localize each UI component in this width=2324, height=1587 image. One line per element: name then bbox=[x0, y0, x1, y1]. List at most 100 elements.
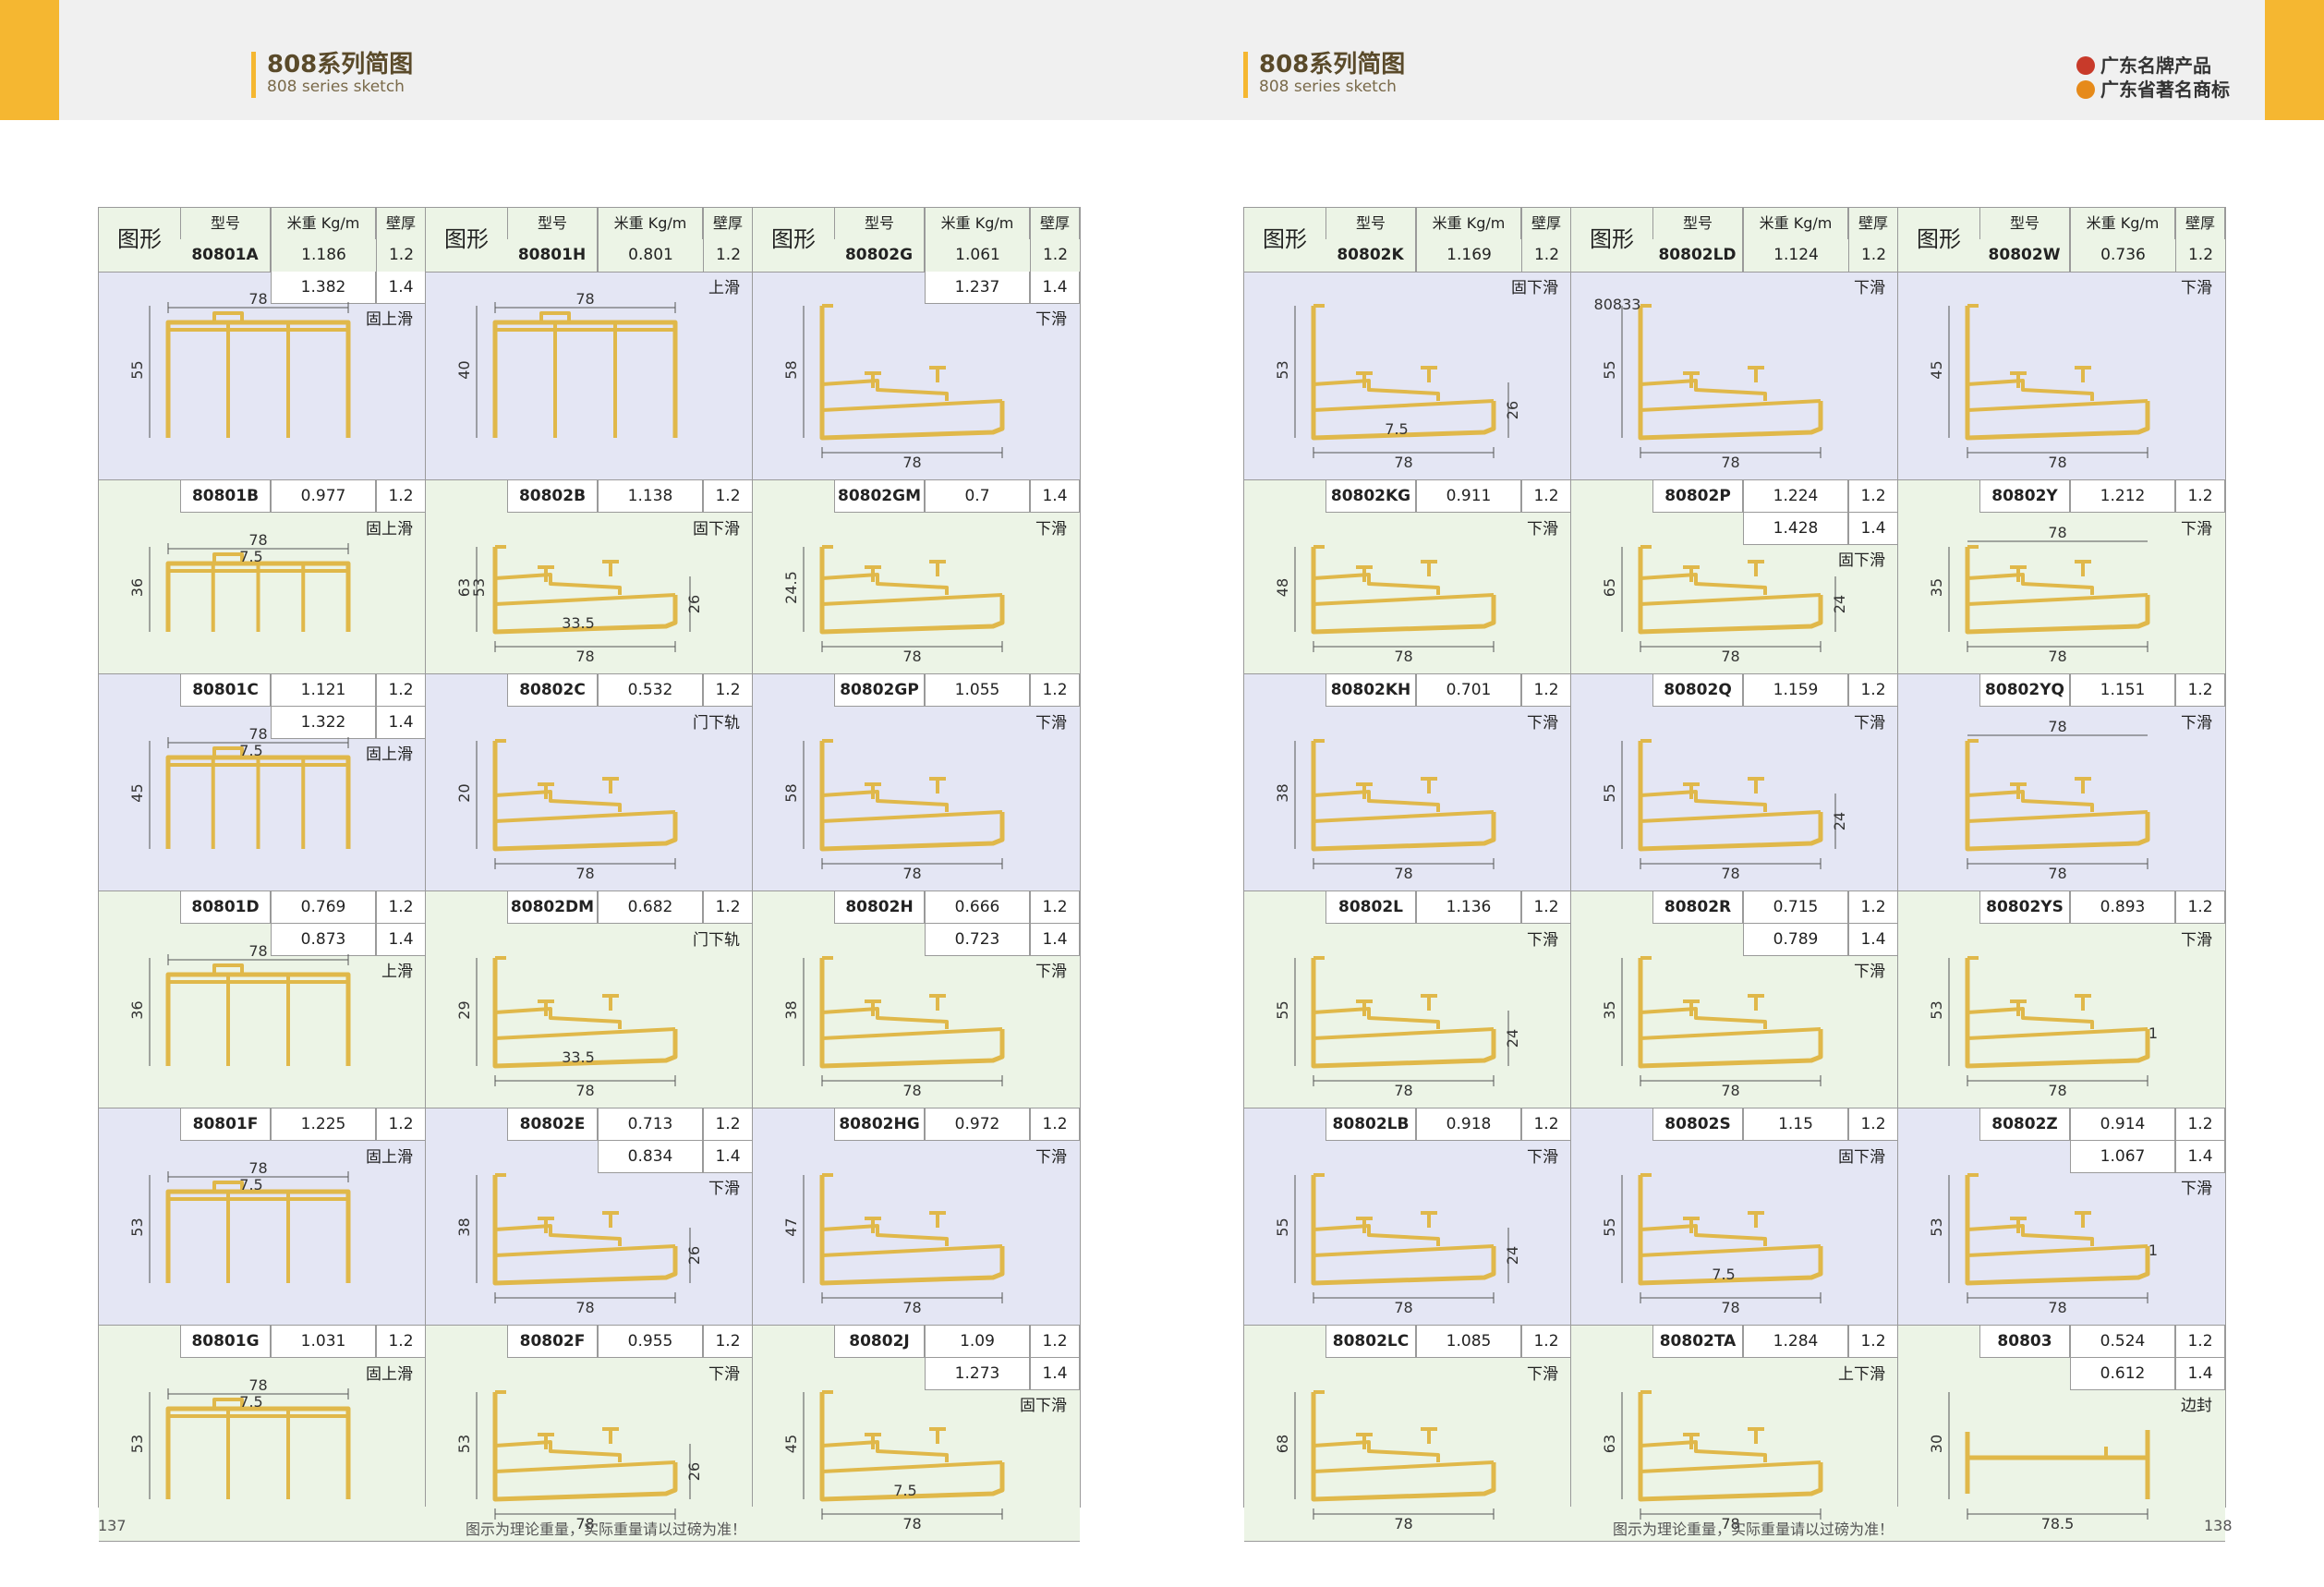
dimension-label: 45 bbox=[782, 1435, 800, 1453]
profile-type-label: 固上滑 bbox=[366, 1365, 413, 1384]
profile-type-label: 下滑 bbox=[1854, 714, 1885, 733]
thickness-value: 1.2 bbox=[1848, 480, 1898, 513]
dimension-label: 78 bbox=[1721, 1515, 1739, 1532]
profile-sketch: 78 38 bbox=[1274, 739, 1496, 882]
dimension-label: 78 bbox=[2048, 718, 2066, 735]
profile-cell: 80802LB 0.918 1.2 下滑 78 55 24 bbox=[1244, 1108, 1571, 1326]
thickness-value: 1.4 bbox=[1030, 480, 1080, 513]
model-number: 80802HG bbox=[834, 1108, 925, 1141]
profile-outline bbox=[492, 741, 678, 852]
dimension-label: 30 bbox=[1928, 1435, 1945, 1453]
profile-cell: 80802J 1.09 1.2 1.273 1.4 固下滑 78 45 7.5 bbox=[753, 1326, 1080, 1542]
profile-step bbox=[821, 790, 949, 812]
dimension-label: 26 bbox=[685, 595, 703, 613]
header-label: 型号 bbox=[1652, 208, 1743, 240]
dimension-label: 53 bbox=[128, 1218, 146, 1236]
weight-value: 0.666 bbox=[925, 891, 1030, 924]
thickness-value: 1.2 bbox=[376, 239, 426, 272]
brand-line-2: 广东省著名商标 bbox=[2076, 78, 2238, 102]
dimension-label: 78 bbox=[1394, 1299, 1412, 1316]
thickness-value: 1.2 bbox=[703, 891, 753, 924]
profile-step bbox=[1640, 1007, 1767, 1029]
weight-value: 1.136 bbox=[1416, 891, 1521, 924]
thickness-value: 1.2 bbox=[2175, 674, 2225, 707]
dimension-label: 29 bbox=[455, 1000, 473, 1019]
weight-value: 0.736 bbox=[2070, 239, 2175, 272]
profile-sill bbox=[1967, 593, 2148, 606]
weight-value: 0.914 bbox=[2070, 1108, 2175, 1141]
profile-type-label: 门下轨 bbox=[693, 931, 740, 950]
dimension-label: 20 bbox=[455, 783, 473, 802]
profile-sketch: 78 53 1 bbox=[1928, 956, 2158, 1099]
profile-sketch: 78 55 24 bbox=[1274, 956, 1521, 1099]
model-number: 80802H bbox=[834, 891, 925, 924]
dimension-label: 80833 bbox=[1594, 296, 1641, 313]
weight-value: 1.09 bbox=[925, 1326, 1030, 1358]
profile-outline bbox=[1638, 958, 1823, 1069]
dimension-label: 55 bbox=[1274, 1000, 1291, 1019]
profile-sketch: 78 45 7.5 bbox=[782, 1390, 1005, 1532]
brand-badges: 广东名牌产品 广东省著名商标 bbox=[2076, 54, 2238, 102]
top-band bbox=[0, 0, 2324, 120]
profile-type-label: 下滑 bbox=[1527, 714, 1558, 733]
weight-value: 0.612 bbox=[2070, 1358, 2175, 1390]
profile-sketch: 78 58 bbox=[782, 304, 1005, 471]
profile-type-label: 边封 bbox=[2181, 1397, 2212, 1415]
profile-sill bbox=[1967, 1027, 2148, 1040]
dimension-label: 38 bbox=[1274, 783, 1291, 802]
weight-value: 0.955 bbox=[598, 1326, 703, 1358]
profile-sketch: 78 36 bbox=[128, 942, 351, 1066]
profile-cell: 图形 型号 米重 Kg/m 壁厚 80802K 1.169 1.2 固下滑 78 53 26 7.5 bbox=[1244, 208, 1571, 480]
weight-value: 0.972 bbox=[925, 1108, 1030, 1141]
profile-sill bbox=[1967, 399, 2148, 412]
brand-seal-icon bbox=[2076, 56, 2095, 75]
dimension-label: 53 bbox=[128, 1435, 146, 1453]
profile-sill bbox=[1967, 810, 2148, 823]
weight-value: 1.061 bbox=[925, 239, 1030, 272]
thickness-value: 1.2 bbox=[1521, 674, 1571, 707]
model-number: 80801C bbox=[180, 674, 271, 707]
profile-outline bbox=[165, 1189, 351, 1283]
profile-outline bbox=[1965, 958, 2150, 1069]
profile-cell: 80802C 0.532 1.2 门下轨 78 20 bbox=[426, 674, 753, 891]
dimension-label: 36 bbox=[128, 578, 146, 597]
profile-step bbox=[1313, 573, 1440, 595]
profile-sketch: 78 35 78 bbox=[1928, 524, 2150, 665]
profile-outline bbox=[1965, 547, 2150, 635]
dimension-label: 78.5 bbox=[2041, 1515, 2075, 1532]
thickness-value: 1.2 bbox=[1030, 674, 1080, 707]
dimension-label: 78 bbox=[902, 454, 921, 471]
profile-outline bbox=[1311, 958, 1496, 1069]
header-label: 型号 bbox=[834, 208, 925, 240]
column-divider bbox=[1570, 208, 1571, 1507]
weight-value: 1.151 bbox=[2070, 674, 2175, 707]
profile-sketch: 78 55 24 bbox=[1274, 1173, 1521, 1316]
thickness-value: 1.2 bbox=[2175, 891, 2225, 924]
thickness-value: 1.2 bbox=[1030, 1108, 1080, 1141]
profile-outline bbox=[1965, 741, 2150, 852]
profile-cell: 80802H 0.666 1.2 0.723 1.4 下滑 78 38 bbox=[753, 891, 1080, 1108]
weight-value: 1.121 bbox=[271, 674, 376, 707]
dimension-label: 24 bbox=[1504, 1246, 1521, 1265]
profile-cell: 80802E 0.713 1.2 0.834 1.4 下滑 78 38 26 bbox=[426, 1108, 753, 1326]
profile-type-label: 固上滑 bbox=[366, 745, 413, 764]
profile-sketch: 78 40 bbox=[455, 290, 678, 438]
profile-type-label: 下滑 bbox=[1527, 931, 1558, 950]
header-label: 型号 bbox=[180, 208, 271, 240]
profile-step bbox=[1967, 573, 2094, 595]
profile-cell: 图形 型号 米重 Kg/m 壁厚 80801H 0.801 1.2 上滑 78 40 bbox=[426, 208, 753, 480]
profile-type-label: 固下滑 bbox=[1838, 551, 1885, 570]
model-number: 80802K bbox=[1325, 239, 1416, 272]
profile-cell: 80802Z 0.914 1.2 1.067 1.4 下滑 78 53 1 bbox=[1898, 1108, 2225, 1326]
profile-outline bbox=[165, 320, 351, 438]
profile-sill bbox=[1640, 399, 1822, 412]
profile-sketch: 787.5 53 bbox=[128, 1376, 351, 1499]
profile-sketch: 78 33.5 29 bbox=[455, 956, 678, 1099]
header-label: 壁厚 bbox=[2175, 208, 2225, 240]
dimension-label: 7.5 bbox=[239, 548, 262, 565]
profile-outline bbox=[1311, 306, 1496, 441]
thickness-value: 1.2 bbox=[1030, 891, 1080, 924]
profile-sill bbox=[821, 1460, 1003, 1473]
dimension-label: 78 bbox=[902, 1515, 921, 1532]
model-number: 80802GM bbox=[834, 480, 925, 513]
